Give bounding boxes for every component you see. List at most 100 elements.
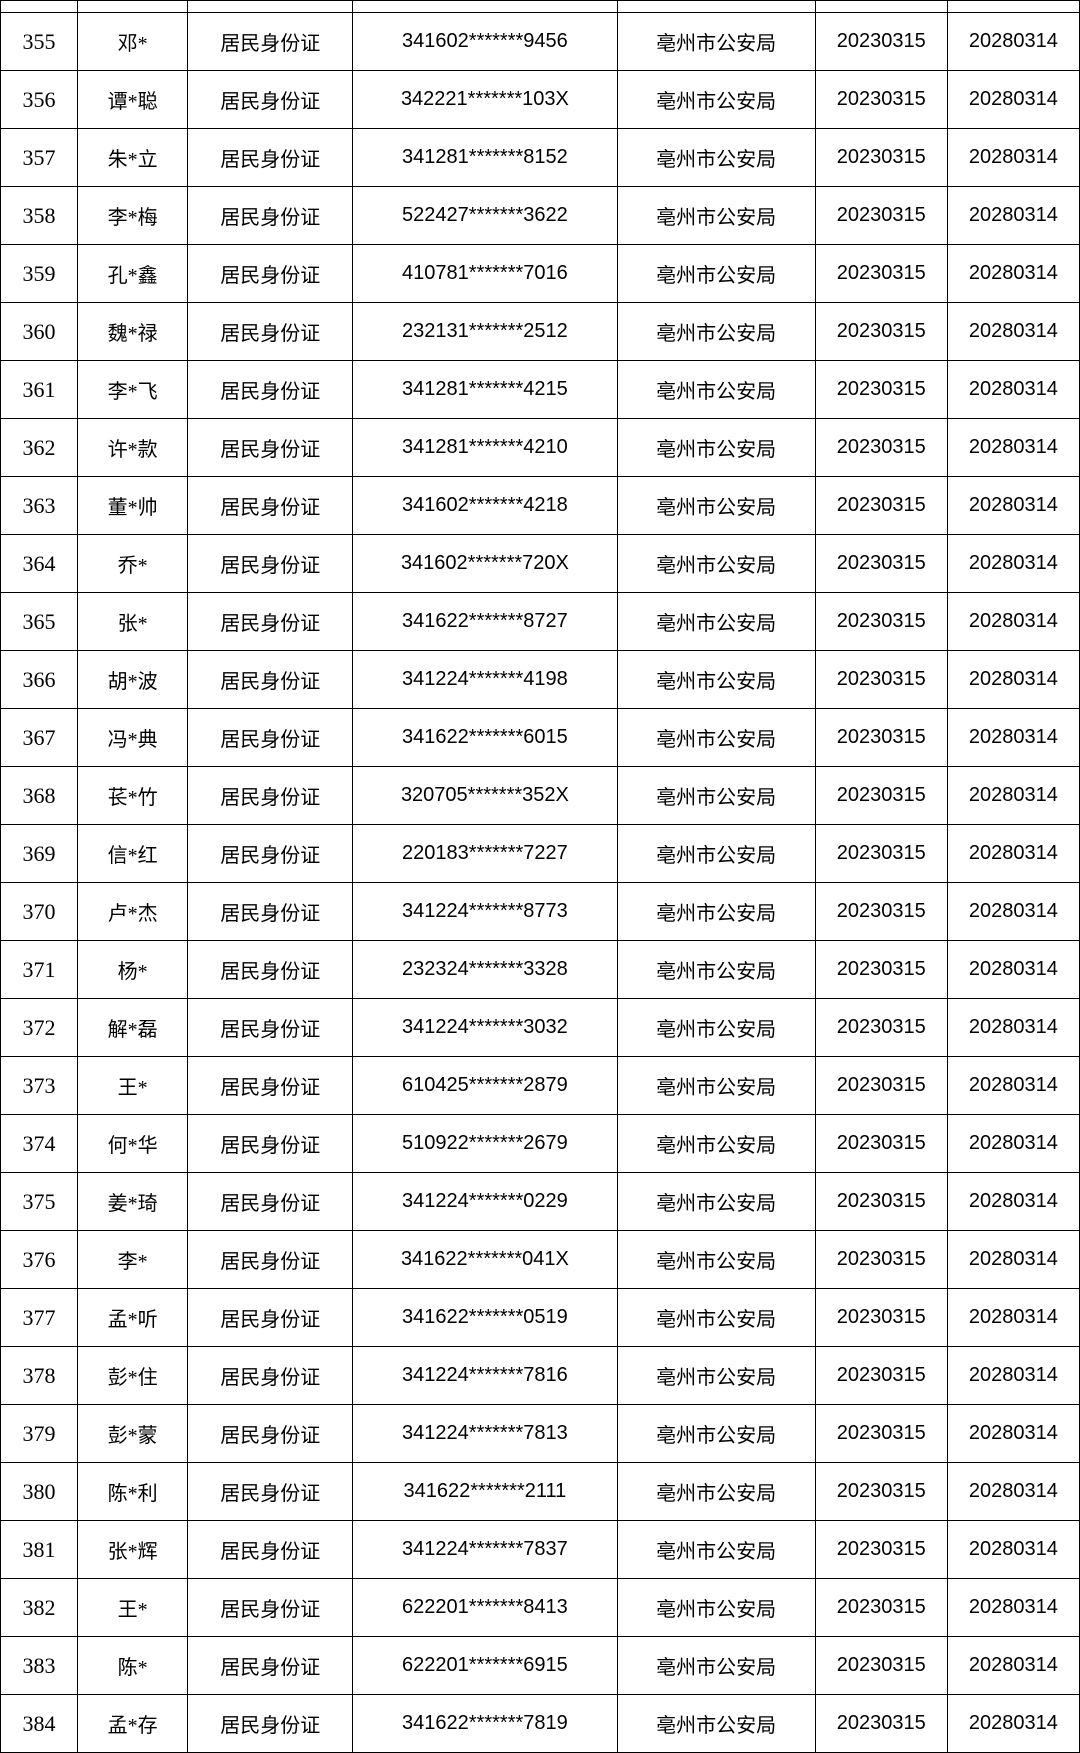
row-number: 367 xyxy=(1,709,78,767)
row-number: 383 xyxy=(1,1637,78,1695)
row-number: 358 xyxy=(1,187,78,245)
person-name: 张*辉 xyxy=(78,1521,188,1579)
start-date: 20230315 xyxy=(815,709,947,767)
table-row: 365张*居民身份证341622*******8727亳州市公安局2023031… xyxy=(1,593,1080,651)
end-date: 20280314 xyxy=(947,187,1079,245)
person-name: 李* xyxy=(78,1231,188,1289)
id-number: 341622*******8727 xyxy=(353,593,617,651)
id-type: 居民身份证 xyxy=(188,1579,353,1637)
header-row xyxy=(1,1,1080,13)
row-number: 377 xyxy=(1,1289,78,1347)
person-name: 信*红 xyxy=(78,825,188,883)
id-number: 341224*******4198 xyxy=(353,651,617,709)
person-name: 孟*存 xyxy=(78,1695,188,1753)
start-date: 20230315 xyxy=(815,1695,947,1753)
person-name: 胡*波 xyxy=(78,651,188,709)
end-date: 20280314 xyxy=(947,129,1079,187)
id-type: 居民身份证 xyxy=(188,825,353,883)
id-number: 341622*******2111 xyxy=(353,1463,617,1521)
id-number: 232131*******2512 xyxy=(353,303,617,361)
id-type: 居民身份证 xyxy=(188,999,353,1057)
person-name: 董*帅 xyxy=(78,477,188,535)
start-date: 20230315 xyxy=(815,1579,947,1637)
end-date: 20280314 xyxy=(947,1289,1079,1347)
end-date: 20280314 xyxy=(947,13,1079,71)
id-type: 居民身份证 xyxy=(188,13,353,71)
end-date: 20280314 xyxy=(947,1057,1079,1115)
row-number: 384 xyxy=(1,1695,78,1753)
table-row: 378彭*住居民身份证341224*******7816亳州市公安局202303… xyxy=(1,1347,1080,1405)
row-number: 355 xyxy=(1,13,78,71)
row-number: 364 xyxy=(1,535,78,593)
id-number: 341224*******3032 xyxy=(353,999,617,1057)
id-type: 居民身份证 xyxy=(188,477,353,535)
id-type: 居民身份证 xyxy=(188,187,353,245)
end-date: 20280314 xyxy=(947,1695,1079,1753)
end-date: 20280314 xyxy=(947,1347,1079,1405)
start-date: 20230315 xyxy=(815,883,947,941)
id-type: 居民身份证 xyxy=(188,1463,353,1521)
department: 亳州市公安局 xyxy=(617,1521,815,1579)
table-row: 373王*居民身份证610425*******2879亳州市公安局2023031… xyxy=(1,1057,1080,1115)
end-date: 20280314 xyxy=(947,883,1079,941)
row-number: 369 xyxy=(1,825,78,883)
start-date: 20230315 xyxy=(815,651,947,709)
id-type: 居民身份证 xyxy=(188,361,353,419)
end-date: 20280314 xyxy=(947,477,1079,535)
id-type: 居民身份证 xyxy=(188,1347,353,1405)
table-row: 368苌*竹居民身份证320705*******352X亳州市公安局202303… xyxy=(1,767,1080,825)
end-date: 20280314 xyxy=(947,1463,1079,1521)
department: 亳州市公安局 xyxy=(617,1347,815,1405)
id-type: 居民身份证 xyxy=(188,1115,353,1173)
id-number: 522427*******3622 xyxy=(353,187,617,245)
row-number: 371 xyxy=(1,941,78,999)
person-name: 乔* xyxy=(78,535,188,593)
end-date: 20280314 xyxy=(947,535,1079,593)
start-date: 20230315 xyxy=(815,1057,947,1115)
start-date: 20230315 xyxy=(815,767,947,825)
person-name: 李*梅 xyxy=(78,187,188,245)
id-type: 居民身份证 xyxy=(188,709,353,767)
end-date: 20280314 xyxy=(947,999,1079,1057)
end-date: 20280314 xyxy=(947,419,1079,477)
id-number: 342221*******103X xyxy=(353,71,617,129)
person-name: 王* xyxy=(78,1057,188,1115)
table-row: 359孔*鑫居民身份证410781*******7016亳州市公安局202303… xyxy=(1,245,1080,303)
table-row: 358李*梅居民身份证522427*******3622亳州市公安局202303… xyxy=(1,187,1080,245)
row-number: 372 xyxy=(1,999,78,1057)
department: 亳州市公安局 xyxy=(617,71,815,129)
table-row: 374何*华居民身份证510922*******2679亳州市公安局202303… xyxy=(1,1115,1080,1173)
start-date: 20230315 xyxy=(815,1289,947,1347)
start-date: 20230315 xyxy=(815,1637,947,1695)
department: 亳州市公安局 xyxy=(617,187,815,245)
id-number: 341281*******4215 xyxy=(353,361,617,419)
header-cell xyxy=(947,1,1079,13)
start-date: 20230315 xyxy=(815,419,947,477)
id-number: 622201*******6915 xyxy=(353,1637,617,1695)
department: 亳州市公安局 xyxy=(617,1173,815,1231)
person-name: 彭*住 xyxy=(78,1347,188,1405)
table-row: 380陈*利居民身份证341622*******2111亳州市公安局202303… xyxy=(1,1463,1080,1521)
person-name: 魏*禄 xyxy=(78,303,188,361)
department: 亳州市公安局 xyxy=(617,883,815,941)
id-number: 510922*******2679 xyxy=(353,1115,617,1173)
table-row: 364乔*居民身份证341602*******720X亳州市公安局2023031… xyxy=(1,535,1080,593)
department: 亳州市公安局 xyxy=(617,419,815,477)
person-name: 张* xyxy=(78,593,188,651)
id-number: 341224*******0229 xyxy=(353,1173,617,1231)
row-number: 382 xyxy=(1,1579,78,1637)
id-number: 622201*******8413 xyxy=(353,1579,617,1637)
row-number: 356 xyxy=(1,71,78,129)
id-type: 居民身份证 xyxy=(188,1173,353,1231)
row-number: 359 xyxy=(1,245,78,303)
department: 亳州市公安局 xyxy=(617,767,815,825)
department: 亳州市公安局 xyxy=(617,1579,815,1637)
person-name: 孟*听 xyxy=(78,1289,188,1347)
header-cell xyxy=(78,1,188,13)
department: 亳州市公安局 xyxy=(617,13,815,71)
id-type: 居民身份证 xyxy=(188,1695,353,1753)
row-number: 380 xyxy=(1,1463,78,1521)
header-cell xyxy=(617,1,815,13)
table-row: 356谭*聪居民身份证342221*******103X亳州市公安局202303… xyxy=(1,71,1080,129)
person-name: 李*飞 xyxy=(78,361,188,419)
